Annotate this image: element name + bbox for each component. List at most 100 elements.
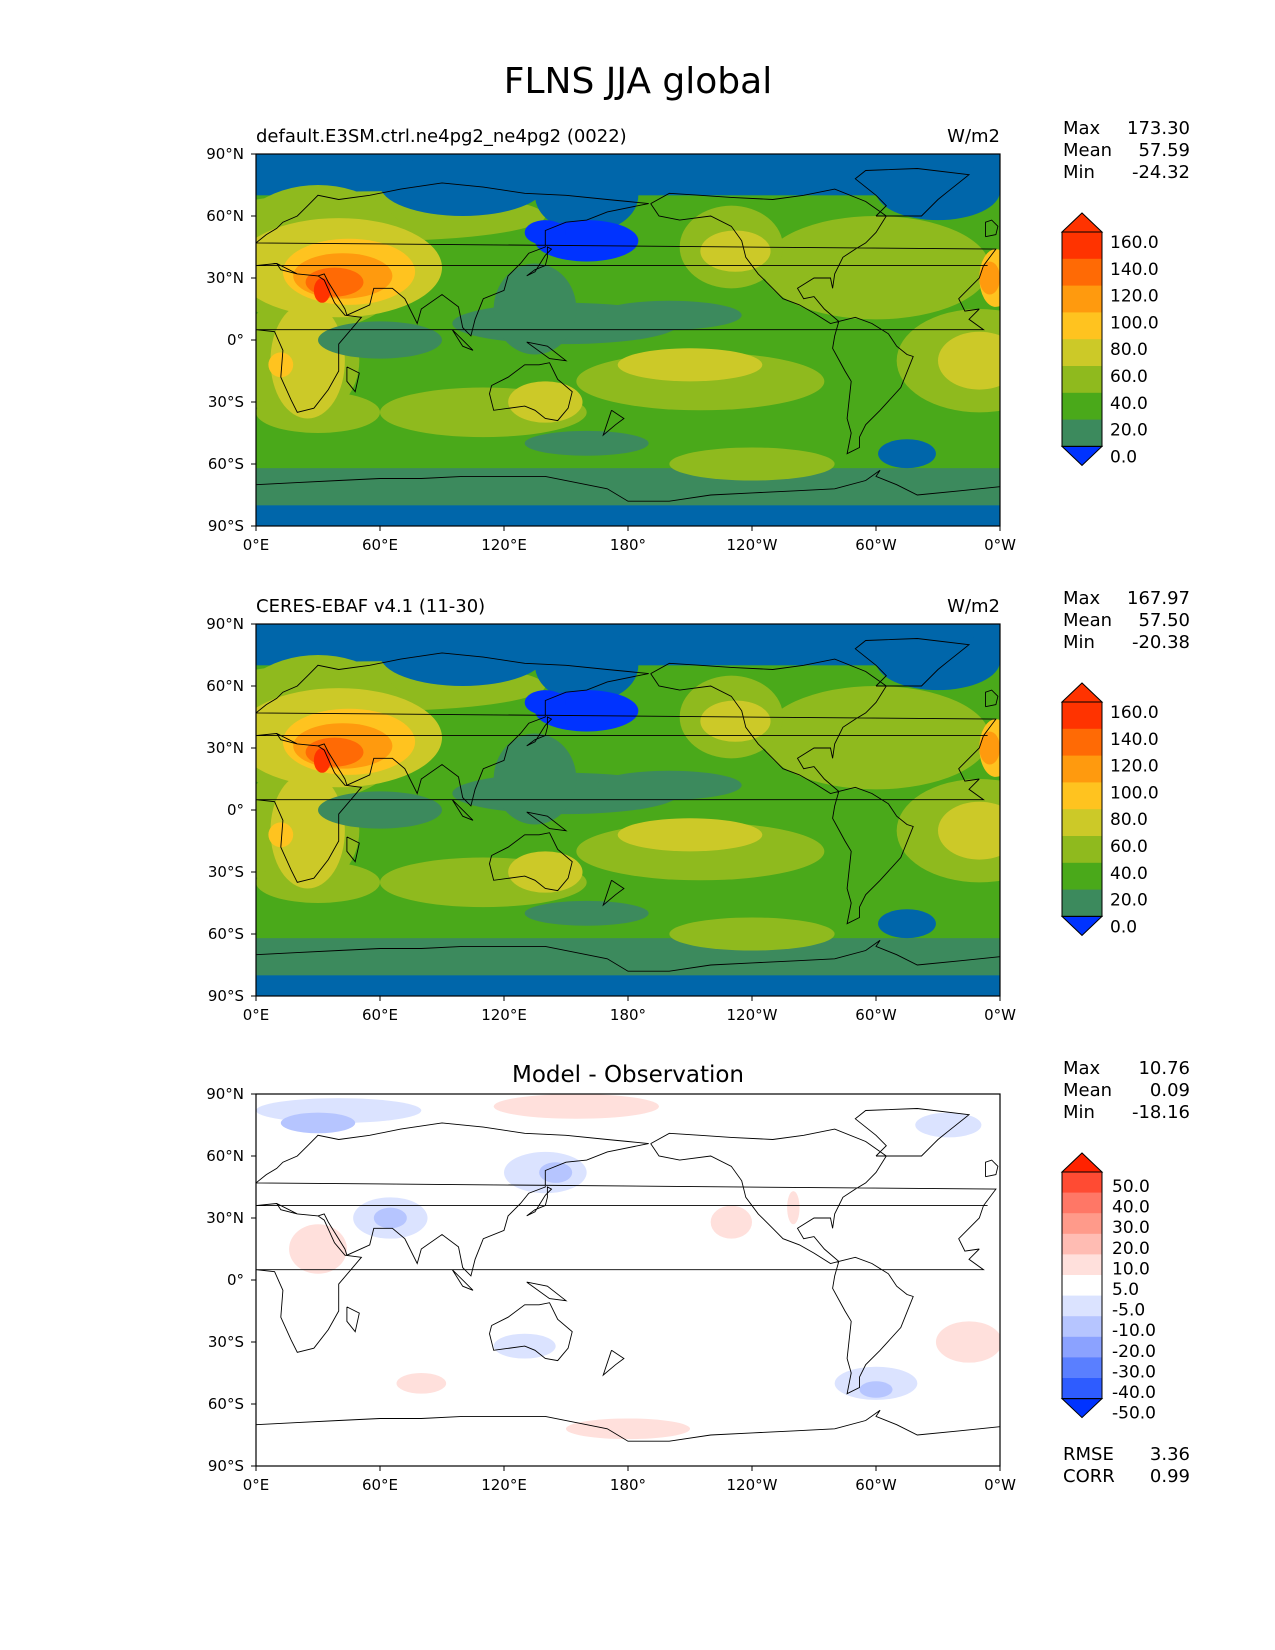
stat-value: 173.30 xyxy=(1127,118,1190,139)
y-tick-label: 60°N xyxy=(206,1147,244,1165)
field-region xyxy=(878,439,936,469)
colorbar-segment xyxy=(1062,232,1102,260)
colorbar-tick-label: -40.0 xyxy=(1112,1383,1156,1403)
field-region xyxy=(268,352,294,378)
x-tick-label: 120°W xyxy=(727,1006,778,1024)
colorbar-tick-label: -20.0 xyxy=(1112,1342,1156,1362)
y-tick-label: 0° xyxy=(227,331,244,349)
stat-label: Min xyxy=(1063,632,1095,653)
colorbar-tick-label: 160.0 xyxy=(1110,703,1159,723)
colorbar-segment xyxy=(1062,728,1102,757)
field-region xyxy=(878,909,936,939)
colorbar-segment xyxy=(1062,1378,1102,1400)
stat-value: -20.38 xyxy=(1132,632,1190,653)
colorbar-tick-label: 10.0 xyxy=(1112,1259,1150,1279)
x-tick-label: 120°E xyxy=(481,1476,527,1494)
colorbar-segment xyxy=(1062,782,1102,810)
stat-value: 167.97 xyxy=(1127,588,1190,609)
colorbar-segment xyxy=(1062,339,1102,367)
colorbar-tick-label: -5.0 xyxy=(1112,1301,1145,1321)
footer-stat-value: 0.99 xyxy=(1150,1466,1190,1487)
field-region xyxy=(524,430,649,456)
stat-label: Mean xyxy=(1063,610,1112,631)
field-region xyxy=(535,628,639,703)
colorbar-tick-label: 120.0 xyxy=(1110,757,1159,777)
footer-stat-label: RMSE xyxy=(1063,1444,1114,1465)
colorbar-tick-label: 80.0 xyxy=(1110,810,1148,830)
y-tick-label: 30°S xyxy=(208,1333,244,1351)
stat-value: -24.32 xyxy=(1132,162,1190,183)
field-region xyxy=(493,263,577,355)
colorbar-tick-label: 20.0 xyxy=(1110,421,1148,441)
colorbar-top-arrow xyxy=(1060,682,1104,703)
field-region xyxy=(617,818,763,852)
colorbar-bottom-arrow xyxy=(1060,1398,1104,1419)
stat-label: Max xyxy=(1063,118,1101,139)
y-tick-label: 60°S xyxy=(208,1395,244,1413)
field-background xyxy=(256,1094,1000,1466)
colorbar-segment xyxy=(1062,702,1102,730)
colorbar-tick-label: 50.0 xyxy=(1112,1177,1150,1197)
field-region xyxy=(700,700,771,742)
y-tick-label: 90°N xyxy=(206,615,244,633)
diff-region xyxy=(493,1094,659,1119)
x-tick-label: 120°W xyxy=(727,536,778,554)
y-tick-label: 60°S xyxy=(208,455,244,473)
coastline xyxy=(256,168,1000,502)
field-region xyxy=(318,321,442,359)
field-region xyxy=(597,300,742,330)
field-region xyxy=(979,731,1000,765)
field-band xyxy=(256,975,1000,996)
colorbar-tick-label: 100.0 xyxy=(1110,313,1159,333)
field-band xyxy=(256,505,1000,526)
y-tick-label: 30°N xyxy=(206,1209,244,1227)
y-tick-label: 30°N xyxy=(206,269,244,287)
field-region xyxy=(493,733,577,825)
stat-label: Min xyxy=(1063,1102,1095,1123)
coastline xyxy=(256,1108,1000,1442)
colorbar-segment xyxy=(1062,889,1102,917)
colorbar-outline xyxy=(1061,231,1103,447)
colorbar-top-arrow xyxy=(1060,212,1104,233)
colorbar-segment xyxy=(1062,392,1102,421)
panel-subtitle: CERES-EBAF v4.1 (11-30) xyxy=(256,596,485,617)
diff-region xyxy=(289,1224,347,1274)
x-tick-label: 0°W xyxy=(984,1006,1016,1024)
stat-value: 10.76 xyxy=(1138,1058,1190,1079)
field-region xyxy=(876,162,1000,221)
map-panel-1: default.E3SM.ctrl.ne4pg2_ne4pg2 (0022) W/… xyxy=(206,118,1190,554)
colorbar-segment xyxy=(1062,312,1102,340)
x-tick-label: 120°E xyxy=(481,536,527,554)
colorbar-tick-label: 5.0 xyxy=(1112,1280,1139,1300)
x-tick-label: 60°W xyxy=(855,1006,897,1024)
stat-value: -18.16 xyxy=(1132,1102,1190,1123)
stat-value: 57.50 xyxy=(1138,610,1190,631)
colorbar-segment xyxy=(1062,1357,1102,1379)
diff-region xyxy=(373,1207,407,1229)
x-tick-label: 120°W xyxy=(727,1476,778,1494)
colorbar-bottom-arrow xyxy=(1060,445,1104,467)
diff-region xyxy=(935,1321,1000,1363)
x-tick-label: 0°E xyxy=(243,1006,270,1024)
diff-region xyxy=(710,1205,752,1239)
field-region xyxy=(508,851,583,893)
x-tick-label: 60°E xyxy=(362,1476,398,1494)
colorbar-segment xyxy=(1062,1275,1102,1297)
x-tick-label: 60°W xyxy=(855,1476,897,1494)
colorbar-tick-label: 140.0 xyxy=(1110,730,1159,750)
colorbar-segment xyxy=(1062,1316,1102,1338)
field-region xyxy=(617,348,763,382)
diff-region xyxy=(566,1418,690,1440)
x-tick-label: 0°E xyxy=(243,1476,270,1494)
field-region xyxy=(876,632,1000,691)
y-tick-label: 90°S xyxy=(208,987,244,1005)
colorbar-segment xyxy=(1062,1233,1102,1255)
diff-region xyxy=(787,1191,800,1225)
coastline xyxy=(256,638,1000,972)
y-tick-label: 60°N xyxy=(206,207,244,225)
diff-region xyxy=(396,1373,447,1394)
colorbar-segment xyxy=(1062,419,1102,447)
colorbar-tick-label: 0.0 xyxy=(1110,447,1137,467)
x-tick-label: 180° xyxy=(610,1476,646,1494)
